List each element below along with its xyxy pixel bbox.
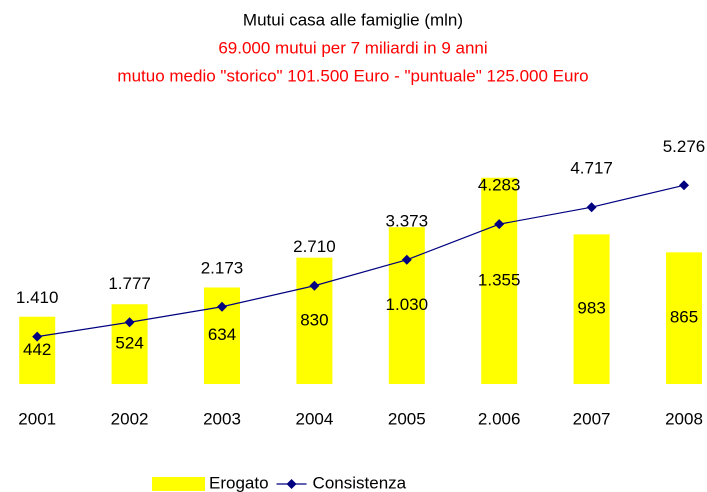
data-label: 865 xyxy=(670,308,698,327)
data-label: 3.373 xyxy=(386,211,429,230)
data-label: 524 xyxy=(115,334,143,353)
legend-marker xyxy=(286,479,297,489)
marker xyxy=(217,301,227,312)
bar xyxy=(481,177,518,384)
marker xyxy=(124,317,135,328)
data-label: 1.030 xyxy=(386,295,429,314)
bar xyxy=(666,252,702,384)
data-label: 5.276 xyxy=(663,137,706,156)
legend-label: Erogato xyxy=(209,473,269,492)
marker xyxy=(32,331,43,342)
data-label: 4.717 xyxy=(570,159,613,178)
data-label: 1.777 xyxy=(108,274,151,293)
data-label: 830 xyxy=(300,310,328,329)
data-label: 2.173 xyxy=(201,258,244,277)
legend-swatch xyxy=(152,477,205,491)
x-tick-label: 2004 xyxy=(295,409,333,428)
data-label: 2.710 xyxy=(293,237,336,256)
bar xyxy=(296,257,333,384)
x-tick-label: 2003 xyxy=(203,409,241,428)
marker xyxy=(401,254,412,265)
x-tick-label: 2002 xyxy=(111,409,149,428)
chart-subtitle: 69.000 mutui per 7 miliardi in 9 anni xyxy=(218,38,487,57)
x-tick-label: 2007 xyxy=(573,409,611,428)
bar xyxy=(388,227,425,384)
bar xyxy=(573,234,610,384)
marker xyxy=(309,280,320,291)
data-label: 634 xyxy=(208,325,236,344)
data-label: 1.410 xyxy=(16,288,59,307)
marker xyxy=(586,202,597,213)
x-tick-label: 2008 xyxy=(665,409,703,428)
data-label: 1.355 xyxy=(478,270,521,289)
x-tick-label: 2001 xyxy=(18,409,56,428)
data-label: 983 xyxy=(577,299,605,318)
data-label: 4.283 xyxy=(478,176,521,195)
x-tick-label: 2.006 xyxy=(478,409,521,428)
bar xyxy=(19,316,56,384)
chart-title: Mutui casa alle famiglie (mln) xyxy=(243,10,463,29)
marker xyxy=(494,219,505,230)
x-tick-label: 2005 xyxy=(388,409,426,428)
line xyxy=(37,184,685,338)
legend-label: Consistenza xyxy=(313,473,407,492)
chart-subtitle: mutuo medio "storico" 101.500 Euro - "pu… xyxy=(117,66,588,85)
marker xyxy=(679,180,689,191)
data-label: 442 xyxy=(23,340,51,359)
